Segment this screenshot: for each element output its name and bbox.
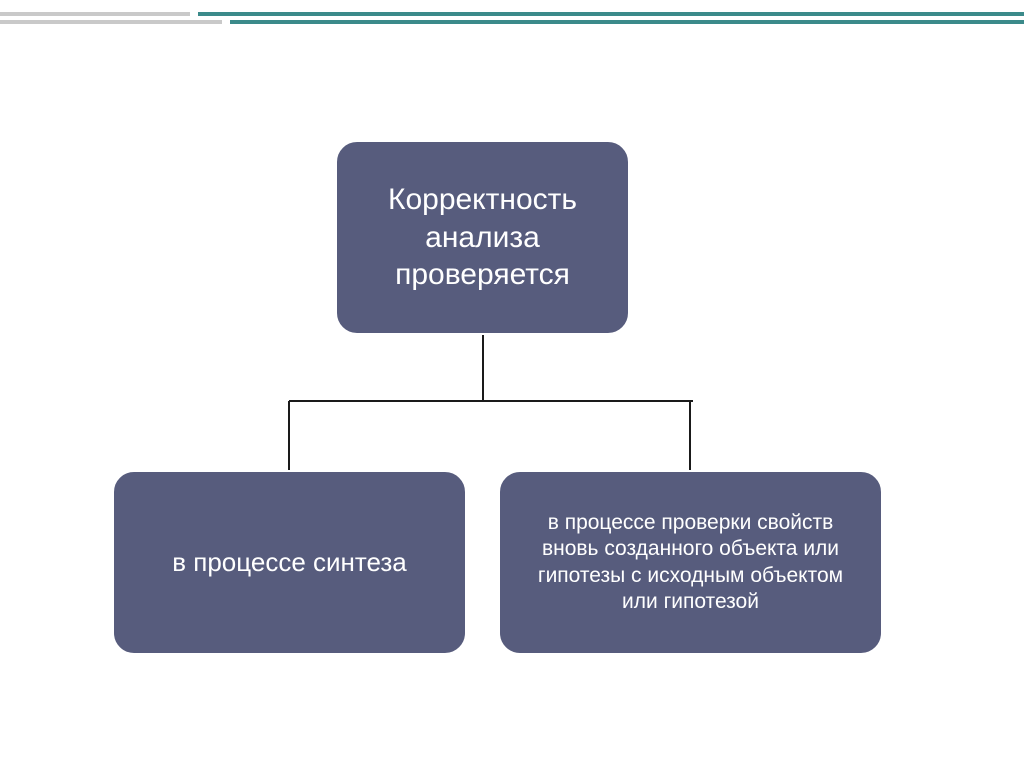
top-deco-row2-gray xyxy=(0,20,222,24)
connector-horizontal xyxy=(289,400,693,402)
top-deco-row1-teal xyxy=(198,12,1024,16)
node-root: Корректность анализа проверяется xyxy=(335,140,630,335)
node-root-label: Корректность анализа проверяется xyxy=(357,181,608,294)
node-left: в процессе синтеза xyxy=(112,470,467,655)
node-left-label: в процессе синтеза xyxy=(172,546,407,579)
slide: Корректность анализа проверяется в проце… xyxy=(0,0,1024,767)
connector-left-down xyxy=(288,401,290,470)
connector-right-down xyxy=(689,401,691,470)
node-right: в процессе проверки свойств вновь создан… xyxy=(498,470,883,655)
top-deco-row1-gray xyxy=(0,12,190,16)
connector-root-down xyxy=(482,335,484,401)
top-deco-row2-teal xyxy=(230,20,1024,24)
node-right-label: в процессе проверки свойств вновь создан… xyxy=(520,510,861,615)
